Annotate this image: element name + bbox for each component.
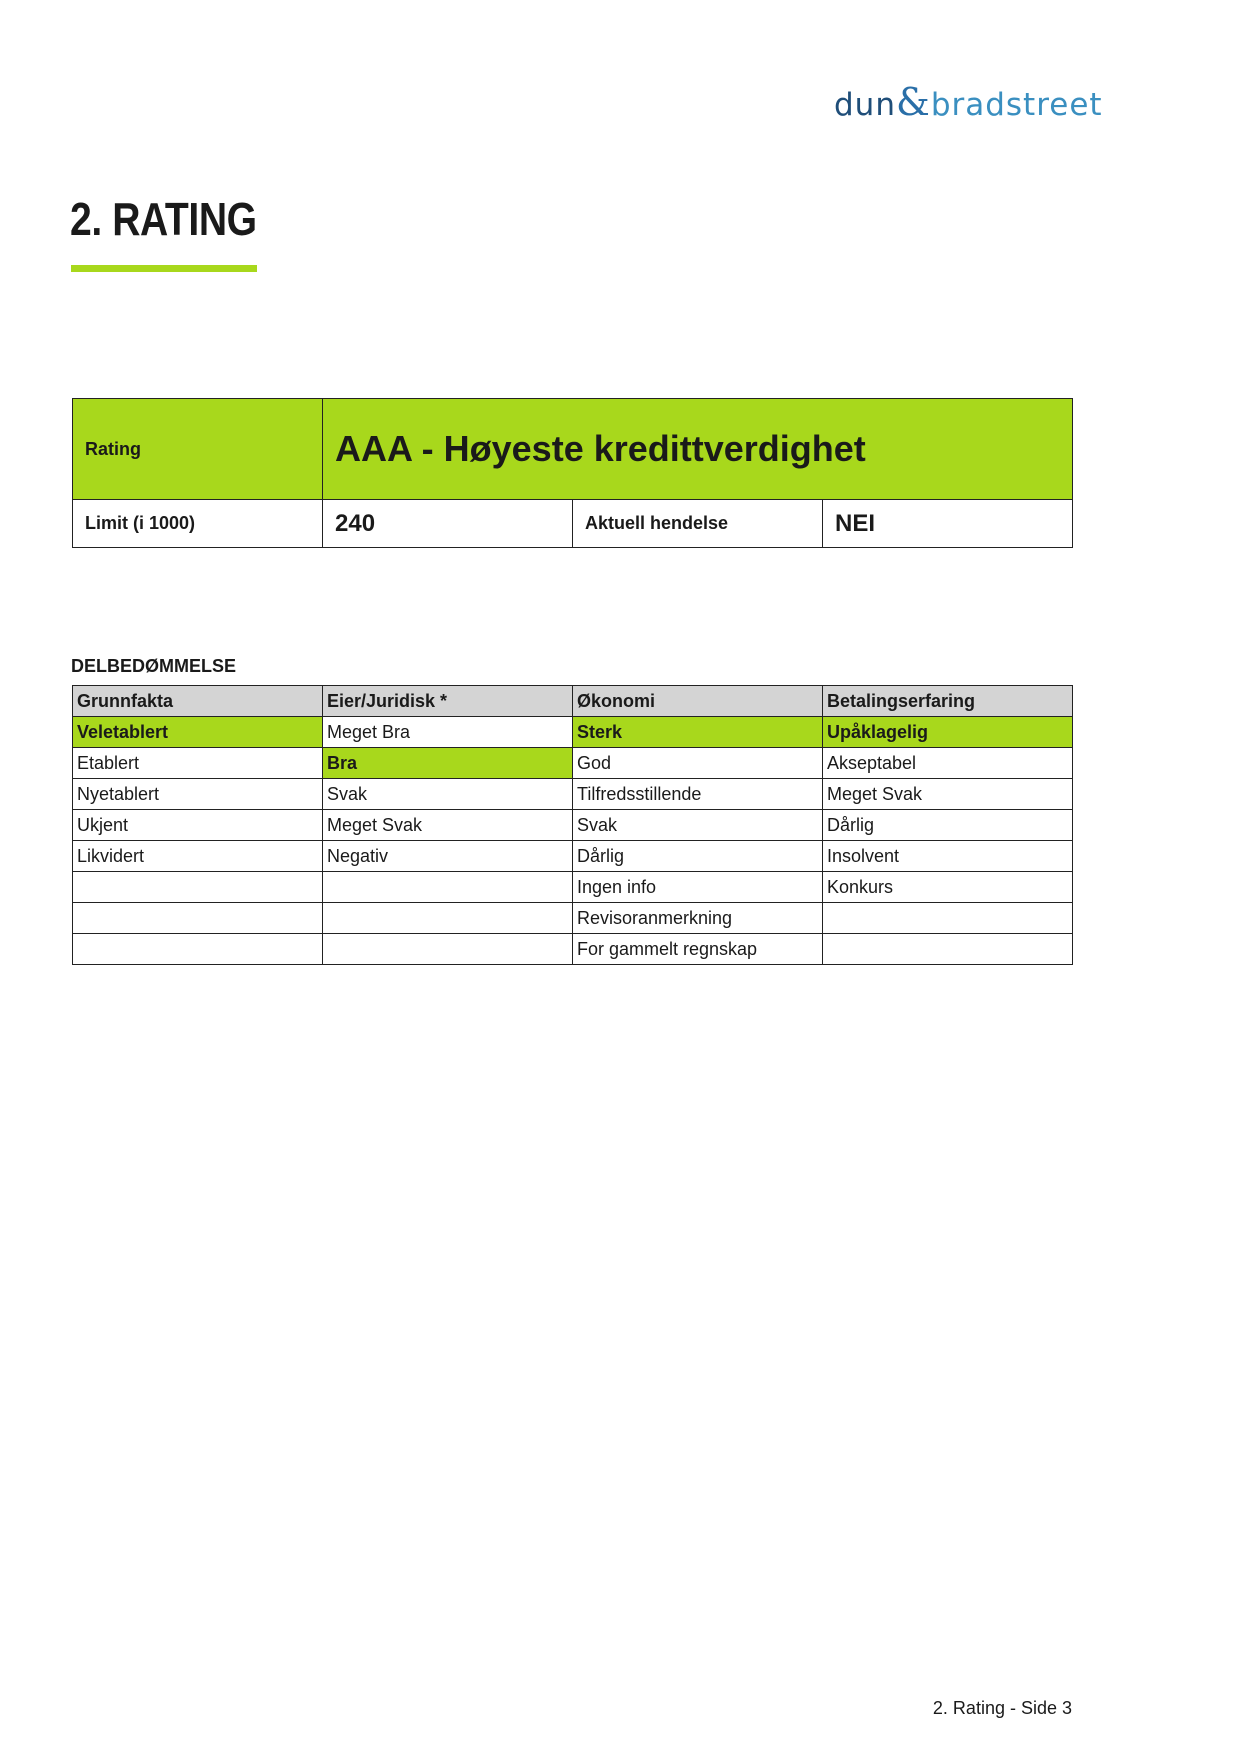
table-row: Revisoranmerkning: [72, 902, 1073, 934]
table-cell: Sterk: [572, 716, 823, 748]
table-cell: Likvidert: [72, 840, 323, 872]
table-row: Nyetablert Svak Tilfredsstillende Meget Sva…: [72, 778, 1073, 810]
table-cell: [322, 902, 573, 934]
table-cell: Insolvent: [822, 840, 1073, 872]
table-cell: For gammelt regnskap: [572, 933, 823, 965]
table-cell: Veletablert: [72, 716, 323, 748]
event-label: Aktuell hendelse: [572, 499, 823, 548]
table-cell: Meget Svak: [822, 778, 1073, 810]
sub-rating-heading: DELBEDØMMELSE: [71, 656, 237, 676]
table-cell: Tilfredsstillende: [572, 778, 823, 810]
logo-ampersand: &: [895, 80, 931, 124]
dun-bradstreet-logo: dun&bradstreet: [834, 80, 1103, 124]
table-cell: Dårlig: [822, 809, 1073, 841]
table-cell: Etablert: [72, 747, 323, 779]
table-row: Veletablert Meget Bra Sterk Upåklagelig: [72, 716, 1073, 748]
limit-label: Limit (i 1000): [72, 499, 323, 548]
table-cell: Negativ: [322, 840, 573, 872]
column-header: Eier/Juridisk *: [322, 685, 573, 717]
sub-rating-table: Grunnfakta Eier/Juridisk * Økonomi Betaling…: [72, 685, 1073, 965]
table-cell: Ukjent: [72, 809, 323, 841]
column-header: Betalingserfaring: [822, 685, 1073, 717]
table-row: Likvidert Negativ Dårlig Insolvent: [72, 840, 1073, 872]
event-value: NEI: [821, 499, 1074, 548]
table-row: For gammelt regnskap: [72, 933, 1073, 965]
table-cell: [822, 933, 1073, 965]
logo-text-left: dun: [834, 87, 896, 123]
table-cell: [322, 871, 573, 903]
table-cell: Nyetablert: [72, 778, 323, 810]
table-row: Etablert Bra God Akseptabel: [72, 747, 1073, 779]
limit-value: 240: [322, 499, 573, 548]
table-cell: Konkurs: [822, 871, 1073, 903]
table-cell: Svak: [572, 809, 823, 841]
table-cell: Upåklagelig: [822, 716, 1073, 748]
logo-text-right: bradstreet: [930, 87, 1103, 123]
table-cell: Ingen info: [572, 871, 823, 903]
rating-label: Rating: [72, 398, 323, 500]
table-cell: [72, 871, 323, 903]
table-row: Ukjent Meget Svak Svak Dårlig: [72, 809, 1073, 841]
table-cell: Akseptabel: [822, 747, 1073, 779]
table-cell: Svak: [322, 778, 573, 810]
rating-table: Rating AAA - Høyeste kredittverdighet Li…: [72, 398, 1074, 548]
title-underline: [71, 265, 257, 272]
table-cell: [322, 933, 573, 965]
table-cell: Dårlig: [572, 840, 823, 872]
column-header: Økonomi: [572, 685, 823, 717]
table-cell: God: [572, 747, 823, 779]
page-title: 2. RATING: [70, 193, 257, 245]
page-footer: 2. Rating - Side 3: [932, 1698, 1072, 1718]
table-cell: Revisoranmerkning: [572, 902, 823, 934]
column-header: Grunnfakta: [72, 685, 323, 717]
table-row: Ingen info Konkurs: [72, 871, 1073, 903]
table-cell: [72, 902, 323, 934]
table-cell: [822, 902, 1073, 934]
rating-value: AAA - Høyeste kredittverdighet: [321, 398, 1074, 500]
table-cell: Bra: [322, 747, 573, 779]
table-cell: Meget Bra: [322, 716, 573, 748]
table-cell: [72, 933, 323, 965]
table-cell: Meget Svak: [322, 809, 573, 841]
